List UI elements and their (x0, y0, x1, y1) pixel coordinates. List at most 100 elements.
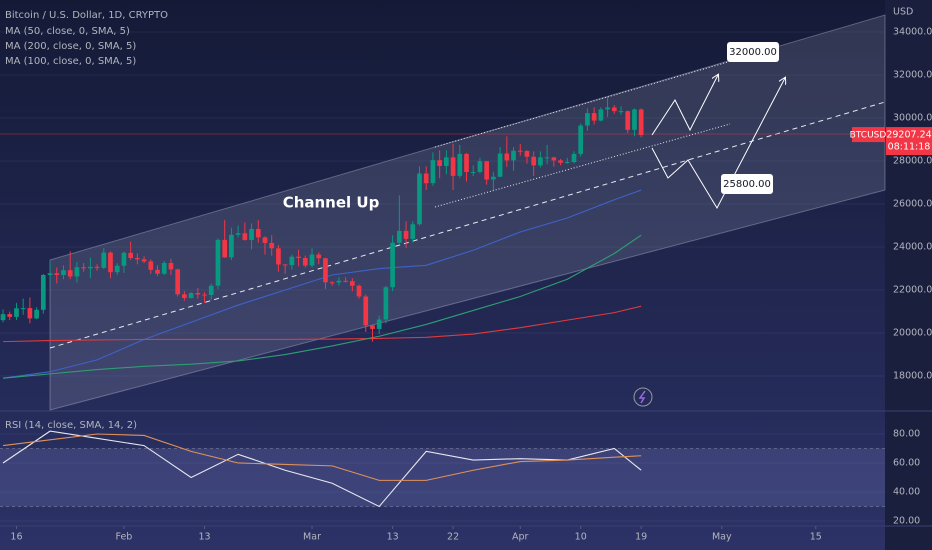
legend-title: Bitcoin / U.S. Dollar, 1D, CRYPTO (5, 10, 168, 21)
candle-body (101, 252, 107, 268)
candle-body (74, 267, 80, 277)
x-tick-label: Mar (303, 532, 321, 543)
candle-body (417, 173, 422, 225)
candle-body (618, 111, 624, 113)
candle-body (47, 273, 53, 275)
candle-body (578, 125, 584, 154)
line-series (2, 189, 642, 379)
candle-body (296, 256, 301, 258)
candle-body (148, 261, 154, 270)
candle-body (188, 293, 194, 298)
candle-body (611, 107, 617, 112)
candle-body (430, 160, 436, 184)
channel (49, 14, 886, 411)
candle-body (450, 157, 456, 176)
projection-arrow (651, 78, 785, 210)
candle-body (195, 293, 201, 295)
candle-body (222, 239, 228, 258)
currency-label: USD (893, 7, 913, 18)
candle-body (282, 264, 288, 266)
line-series (2, 234, 642, 379)
candle-body (34, 309, 39, 319)
legend-entry: MA (200, close, 0, SMA, 5) (5, 41, 136, 52)
candle-body (54, 273, 60, 275)
candle-body (591, 113, 597, 121)
y-tick-label: 24000.00 (893, 242, 932, 253)
symbol-tag (852, 127, 885, 143)
candle-body (437, 160, 442, 166)
x-tick-label: 13 (387, 532, 399, 543)
candle-body (390, 242, 395, 288)
candle-body (108, 252, 113, 273)
candle-body (632, 109, 637, 130)
annotation: 32000.00 (729, 47, 777, 58)
candle-body (491, 176, 496, 180)
x-tick-label: May (712, 532, 732, 543)
candle-body (410, 224, 416, 239)
candle-body (182, 294, 187, 298)
candle-body (464, 153, 469, 172)
rsi-legend: RSI (14, close, SMA, 14, 2) (5, 420, 137, 431)
candle-body (336, 280, 342, 283)
candle-body (242, 233, 248, 240)
candle-body (14, 308, 19, 317)
candle-body (289, 256, 295, 266)
x-tick-label: Apr (512, 532, 529, 543)
candle-body (444, 157, 449, 166)
candle-body (625, 111, 631, 130)
candle-body (276, 248, 281, 265)
candle-body (323, 258, 328, 283)
candle-body (121, 252, 127, 266)
candle-body (329, 282, 335, 284)
candle-body (155, 269, 160, 274)
candle-body (255, 228, 261, 238)
candle-body (598, 109, 604, 121)
candle-body (544, 157, 550, 159)
annotation-box (727, 42, 779, 62)
candle-body (585, 113, 590, 126)
legend-entry: MA (50, close, 0, SMA, 5) (5, 26, 130, 37)
x-tick-label: 13 (198, 532, 210, 543)
line-series (2, 430, 642, 508)
candle-body (316, 254, 322, 259)
y-tick-label: 28000.00 (893, 156, 932, 167)
y-tick-label: 20000.00 (893, 328, 932, 339)
candle-body (538, 157, 543, 166)
candle-body (423, 173, 429, 184)
candle-body (269, 242, 275, 249)
candle-body (484, 161, 490, 180)
candle-body (396, 230, 402, 243)
candle-body (61, 270, 66, 275)
candle-body (638, 109, 644, 136)
line-series (3, 305, 642, 343)
candle-body (114, 265, 120, 273)
y-tick-label: 40.00 (893, 486, 920, 497)
candle-body (457, 153, 463, 176)
y-tick-label: 32000.00 (893, 70, 932, 81)
candle-body (470, 171, 476, 173)
candle-body (504, 153, 510, 161)
price-axis-area (885, 0, 932, 550)
candle-body (249, 228, 254, 240)
legend-entry: MA (100, close, 0, SMA, 5) (5, 56, 136, 67)
candle-body (87, 266, 93, 269)
candle-body (511, 150, 516, 161)
y-tick-label: 80.00 (893, 429, 920, 440)
y-tick-label: 60.00 (893, 457, 920, 468)
candle-body (40, 274, 46, 310)
candle-body (20, 308, 26, 310)
candle-body (229, 234, 234, 258)
candle-body (343, 280, 348, 282)
x-tick-label: 16 (10, 532, 22, 543)
y-tick-label: 22000.00 (893, 285, 932, 296)
candle-body (215, 239, 221, 286)
x-tick-label: 19 (635, 532, 647, 543)
candle-body (564, 162, 570, 164)
candle-body (67, 270, 73, 277)
candle-body (363, 296, 369, 326)
candle-body (81, 267, 86, 269)
event-icon[interactable] (633, 387, 653, 407)
candle-body (403, 230, 409, 239)
x-tick-label: Feb (116, 532, 133, 543)
